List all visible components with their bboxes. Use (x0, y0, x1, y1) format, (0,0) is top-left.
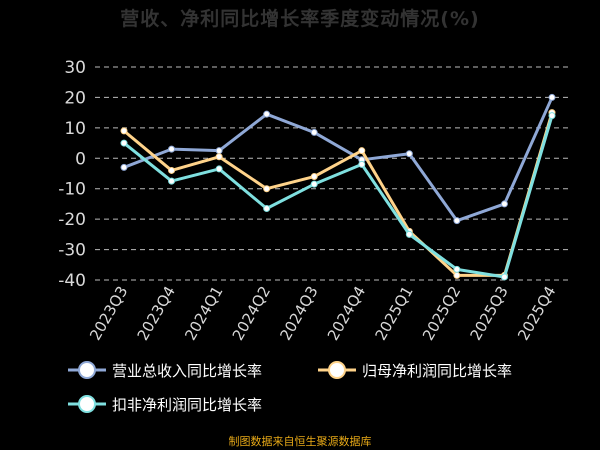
series-line-2 (123, 112, 554, 277)
x-tick-label: 2025Q4 (514, 283, 559, 344)
data-point (453, 265, 461, 273)
y-tick-label: 10 (64, 119, 86, 139)
y-tick-label: 30 (64, 58, 86, 78)
x-tick-label: 2025Q3 (467, 283, 512, 344)
data-point (310, 128, 318, 136)
data-point (215, 147, 223, 155)
data-point (548, 93, 556, 101)
data-point (215, 165, 223, 173)
series-line-3 (123, 115, 554, 279)
series-layer (120, 93, 556, 281)
legend-swatch-marker (78, 361, 96, 379)
data-point (120, 127, 128, 135)
x-tick-label: 2024Q2 (229, 283, 274, 344)
y-tick-label: -10 (58, 180, 86, 200)
grid-layer (95, 66, 572, 281)
data-point (358, 160, 366, 168)
y-axis: 30 20 10 0 -10 -20 -30 -40 (58, 58, 86, 291)
data-point (168, 177, 176, 185)
series-line-1 (123, 96, 554, 223)
data-point (168, 145, 176, 153)
x-tick-label: 2023Q3 (86, 283, 131, 344)
data-point (548, 112, 556, 120)
chart-title: 营收、净利同比增长率季度变动情况(%) (120, 8, 480, 30)
data-point (453, 217, 461, 225)
data-point (453, 271, 461, 279)
y-tick-label: -20 (58, 210, 86, 230)
data-point (405, 150, 413, 158)
y-tick-label: 20 (64, 88, 86, 108)
x-tick-label: 2024Q1 (181, 283, 226, 344)
x-tick-label: 2024Q3 (276, 283, 321, 344)
data-point (263, 185, 271, 193)
x-axis: 2023Q3 2023Q4 2024Q1 2024Q2 2024Q3 2024Q4 2025… (86, 283, 559, 344)
x-tick-label: 2024Q4 (324, 283, 369, 344)
data-point (500, 200, 508, 208)
data-point (310, 180, 318, 188)
data-point (310, 173, 318, 181)
data-point (263, 110, 271, 118)
data-point (120, 139, 128, 147)
data-point (263, 204, 271, 212)
legend-label: 归母净利润同比增长率 (362, 362, 512, 380)
legend-swatch-marker (78, 395, 96, 413)
x-tick-label: 2025Q2 (419, 283, 464, 344)
y-tick-label: -40 (58, 271, 86, 291)
legend-label: 营业总收入同比增长率 (112, 362, 262, 380)
source-footer: 制图数据来自恒生聚源数据库 (228, 435, 372, 448)
x-tick-label: 2023Q4 (134, 283, 179, 344)
data-point (120, 163, 128, 171)
legend-swatch-marker (328, 361, 346, 379)
data-point (358, 147, 366, 155)
data-point (405, 230, 413, 238)
y-tick-label: -30 (58, 241, 86, 261)
data-point (168, 166, 176, 174)
x-tick-label: 2025Q1 (371, 283, 416, 344)
data-point (500, 273, 508, 281)
legend-label: 扣非净利润同比增长率 (112, 396, 262, 414)
y-tick-label: 0 (75, 149, 86, 169)
data-point (215, 153, 223, 161)
